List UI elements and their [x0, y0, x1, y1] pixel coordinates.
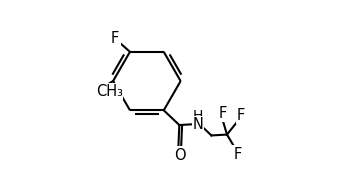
Text: F: F: [219, 106, 227, 121]
Text: F: F: [111, 31, 119, 46]
Text: H: H: [193, 109, 203, 123]
Text: F: F: [237, 108, 245, 123]
Text: N: N: [192, 117, 203, 132]
Text: CH₃: CH₃: [96, 84, 123, 99]
Text: O: O: [174, 147, 185, 162]
Text: F: F: [233, 147, 241, 162]
